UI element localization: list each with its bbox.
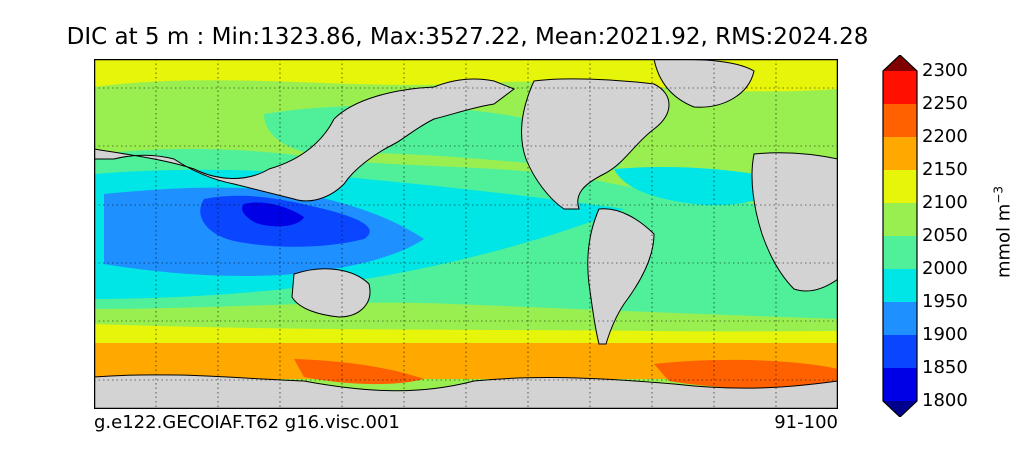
colorbar-extend-max: [883, 55, 917, 71]
land-asia: [94, 78, 516, 202]
global-map: [93, 58, 839, 410]
colorbar-tick-label: 1900: [922, 324, 968, 345]
colorbar-tick-label: 2050: [922, 225, 968, 246]
land-australia: [291, 268, 371, 318]
colorbar-tick-label: 2200: [922, 126, 968, 147]
colorbar-svg: [882, 54, 918, 418]
land-africa: [751, 152, 838, 292]
land-north-america: [520, 78, 670, 210]
colorbar-tick-label: 1800: [922, 390, 968, 411]
colorbar-segment: [883, 368, 917, 402]
colorbar-segment: [883, 104, 917, 138]
colorbar-tick-label: 1850: [922, 357, 968, 378]
antarctic-dark: [294, 359, 838, 390]
colorbar-tick-label: 2250: [922, 93, 968, 114]
map-frame: [93, 58, 839, 410]
colorbar-extend-min: [883, 401, 917, 417]
colorbar-unit-exponent: −3: [991, 185, 1006, 204]
colorbar-segment: [883, 302, 917, 336]
colorbar-segment: [883, 203, 917, 237]
colorbar-segment: [883, 170, 917, 204]
colorbar-segment: [883, 269, 917, 303]
colorbar: [880, 54, 920, 418]
colorbar-tick-label: 2300: [922, 60, 968, 81]
colorbar-unit-text: mmol m: [993, 203, 1015, 279]
land-south-america: [587, 208, 655, 345]
colorbar-tick-label: 2000: [922, 258, 968, 279]
colorbar-tick-label: 2100: [922, 192, 968, 213]
years-label: 91-100: [774, 412, 838, 433]
warm-pool-deep: [242, 202, 304, 227]
map-svg: [93, 58, 839, 410]
colorbar-segment: [883, 137, 917, 171]
east-pacific-cyan: [614, 167, 784, 206]
colorbar-segment: [883, 335, 917, 369]
colorbar-tick-label: 1950: [922, 291, 968, 312]
colorbar-segment: [883, 236, 917, 270]
colorbar-segment: [883, 71, 917, 105]
land-masses: [94, 59, 838, 409]
colorbar-unit: mmol m−3: [992, 186, 1015, 278]
colorbar-tick-label: 2150: [922, 159, 968, 180]
plot-title: DIC at 5 m : Min:1323.86, Max:3527.22, M…: [66, 24, 869, 50]
experiment-label: g.e122.GECOIAF.T62 g16.visc.001: [94, 412, 400, 433]
